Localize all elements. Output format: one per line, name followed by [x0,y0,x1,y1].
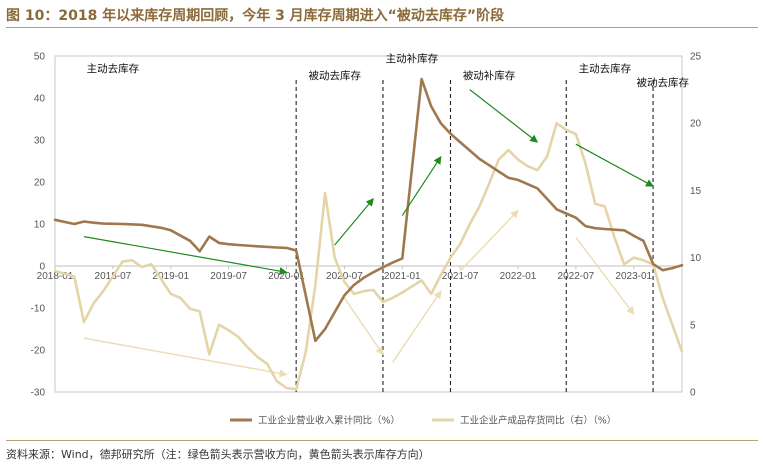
green-arrow [469,89,539,143]
yellow-arrow [83,337,288,378]
legend: 工业企业营业收入累计同比（%） 工业企业产成品存货同比（右）（%） [230,415,616,427]
y-left-tick-label: 0 [39,262,45,273]
phase-dividers [295,80,654,392]
y-left-tick-label: -30 [31,388,46,399]
figure-title: 图 10：2018 年以来库存周期回顾，今年 3 月库存周期进入“被动去库存”阶… [6,8,505,24]
green-arrows [83,89,654,276]
x-tick-label: 2020-07 [326,271,363,282]
phase-label: 主动补库存 [386,52,439,65]
y-right-tick-label: 25 [690,52,702,63]
phase-label: 被动去库存 [636,76,689,89]
y-right-tick-label: 5 [690,320,696,331]
title-underline [6,27,758,28]
phase-label: 主动去库存 [87,62,140,75]
legend-item-inventory-label: 工业企业产成品存货同比（右）（%） [460,415,616,427]
y-left-tick-label: 50 [34,52,46,63]
yellow-arrows [83,209,635,378]
x-tick-label: 2020-01 [268,271,305,282]
green-arrow [334,198,374,246]
x-tick-label: 2019-07 [210,271,247,282]
x-tick-label: 2022-01 [500,271,537,282]
y-left-tick-label: -20 [31,346,46,357]
green-arrow [401,155,442,216]
yellow-arrow [575,237,635,315]
yellow-arrow [392,290,442,363]
y-right-tick-label: 0 [690,388,696,399]
inventory-yoy-line [53,121,684,391]
footer-rule [6,440,758,441]
series-lines [53,77,684,391]
x-tick-label: 2019-01 [152,271,189,282]
x-tick-label: 2021-01 [384,271,421,282]
y-left-tick-label: 30 [34,136,46,147]
yellow-arrow [459,209,519,272]
y-left-tick-label: 10 [34,220,46,231]
y-right-tick-label: 10 [690,253,702,264]
y-left-tick-label: 40 [34,94,46,105]
y-right-tick-label: 15 [690,186,702,197]
phase-label: 主动去库存 [579,62,632,75]
x-tick-label: 2022-07 [558,271,595,282]
x-tick-label: 2018-01 [37,271,74,282]
revenue-yoy-line [53,77,684,343]
legend-item-revenue-label: 工业企业营业收入累计同比（%） [258,415,400,427]
phase-label: 被动补库存 [463,69,516,82]
plot-frame [54,55,683,393]
x-tick-label: 2023-01 [615,271,652,282]
green-arrow [83,236,288,276]
phase-label: 被动去库存 [308,69,361,82]
yellow-arrow [343,297,384,356]
green-arrow [575,143,654,187]
x-tick-label: 2021-07 [442,271,479,282]
y-left-tick-label: -10 [31,304,46,315]
y-right-tick-label: 20 [690,119,702,130]
source-note: 资料来源：Wind，德邦研究所（注：绿色箭头表示营收方向，黄色箭头表示库存方向） [6,448,430,461]
y-left-tick-label: 20 [34,178,46,189]
